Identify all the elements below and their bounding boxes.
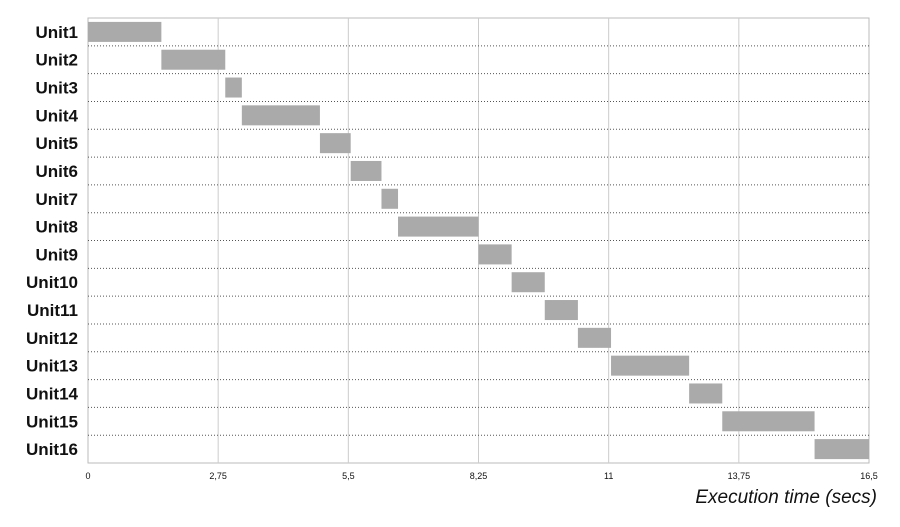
- x-tick-labels: 0 2,75 5,5 8,25 11 13,75 16,5: [85, 471, 877, 481]
- unit-label: Unit4: [36, 106, 79, 125]
- x-tick-label: 16,5: [860, 471, 878, 481]
- unit-label: Unit16: [26, 440, 78, 459]
- unit-label: Unit6: [36, 162, 79, 181]
- unit-label: Unit3: [36, 79, 79, 98]
- bar-unit15: [722, 411, 815, 432]
- x-tick-label: 8,25: [470, 471, 488, 481]
- unit-label: Unit2: [36, 51, 79, 70]
- bar-unit9: [478, 244, 512, 265]
- x-tick-label: 5,5: [342, 471, 355, 481]
- bar-unit5: [319, 133, 351, 154]
- bar-unit10: [511, 272, 545, 293]
- unit-label: Unit8: [36, 218, 79, 237]
- row-separators: [88, 45, 869, 436]
- unit-label: Unit5: [36, 134, 79, 153]
- x-tick-label: 2,75: [209, 471, 227, 481]
- x-tick-label: 13,75: [728, 471, 751, 481]
- unit-label: Unit9: [36, 245, 79, 264]
- x-axis-title: Execution time (secs): [695, 487, 877, 508]
- unit-label: Unit13: [26, 357, 78, 376]
- bar-unit3: [225, 77, 242, 98]
- bar-unit7: [381, 188, 399, 209]
- unit-labels: Unit1 Unit2 Unit3 Unit4 Unit5 Unit6 Unit7 Unit8…: [26, 23, 79, 459]
- bar-unit1: [88, 21, 162, 42]
- bar-unit13: [611, 355, 690, 376]
- bar-unit4: [241, 105, 320, 126]
- unit-label: Unit1: [36, 23, 79, 42]
- bar-unit14: [689, 383, 723, 404]
- x-tick-label: 0: [85, 471, 90, 481]
- x-tick-label: 11: [604, 471, 613, 481]
- unit-label: Unit7: [36, 190, 79, 209]
- unit-label: Unit10: [26, 273, 78, 292]
- bar-unit2: [161, 49, 226, 70]
- bar-unit16: [814, 439, 869, 460]
- unit-label: Unit15: [26, 412, 78, 431]
- unit-label: Unit11: [27, 301, 78, 320]
- unit-label: Unit14: [26, 384, 79, 403]
- unit-label: Unit12: [26, 329, 78, 348]
- bar-unit8: [398, 216, 479, 237]
- bars: [88, 21, 869, 460]
- bar-unit6: [350, 160, 382, 181]
- bar-unit12: [577, 327, 612, 348]
- bar-unit11: [544, 300, 578, 321]
